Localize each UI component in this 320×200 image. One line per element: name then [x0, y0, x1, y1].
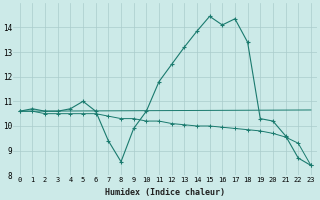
- X-axis label: Humidex (Indice chaleur): Humidex (Indice chaleur): [105, 188, 225, 197]
